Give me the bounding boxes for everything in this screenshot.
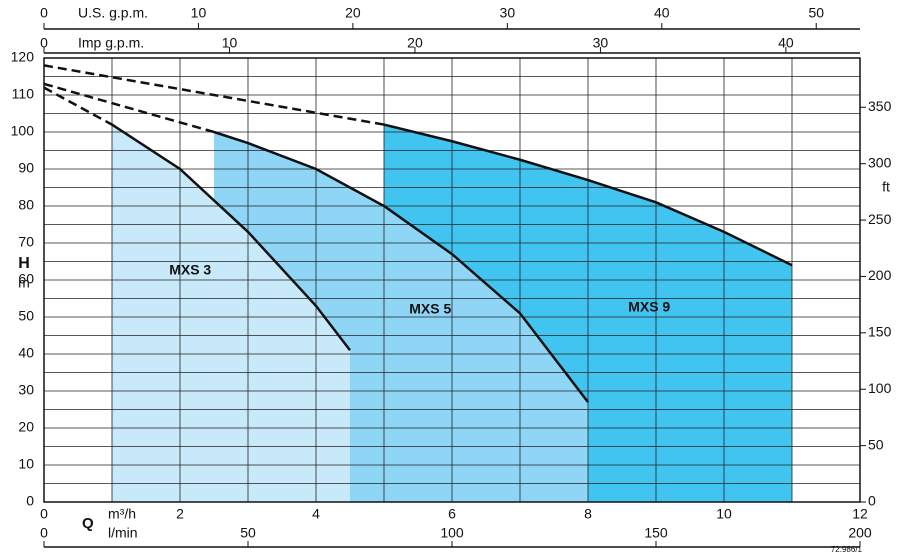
tick-label: 40 — [778, 35, 794, 51]
y2-tick-label: 300 — [868, 154, 892, 170]
y-tick-label: 60 — [18, 271, 34, 287]
tick-label: 30 — [500, 5, 516, 21]
imp-gpm-label: Imp g.p.m. — [78, 35, 144, 51]
shutoff-dash — [43, 86, 113, 126]
y-tick-label: 0 — [26, 493, 34, 509]
x-label: m³/h — [108, 506, 136, 522]
y2-tick-label: 200 — [868, 267, 892, 283]
tick-label: 150 — [644, 525, 668, 541]
tick-label: 0 — [40, 35, 48, 51]
tick-label: 200 — [848, 525, 872, 541]
series-label: MXS 5 — [409, 300, 451, 316]
x-tick-label: 12 — [852, 506, 868, 522]
series-label: MXS 9 — [628, 298, 670, 314]
tick-label: 50 — [240, 525, 256, 541]
y-tick-label: 40 — [18, 345, 34, 361]
y-tick-label: 100 — [11, 123, 35, 139]
us-gpm-label: U.S. g.p.m. — [78, 5, 148, 21]
tick-label: 10 — [191, 5, 207, 21]
curve — [213, 130, 589, 403]
tick-label: 0 — [40, 525, 48, 541]
y-label: H — [18, 255, 30, 272]
code: 72.986/1 — [831, 545, 863, 554]
x-tick-label: 8 — [584, 506, 592, 522]
y-tick-label: 120 — [11, 49, 35, 65]
y2-tick-label: 0 — [868, 493, 876, 509]
shutoff-dash — [43, 82, 215, 134]
x-tick-label: 2 — [176, 506, 184, 522]
y2-tick-label: 150 — [868, 324, 892, 340]
x-tick-label: 10 — [716, 506, 732, 522]
y2-tick-label: 100 — [868, 380, 892, 396]
y-tick-label: 80 — [18, 197, 34, 213]
curve — [111, 123, 351, 352]
y2-label: ft — [882, 179, 890, 195]
y2-tick-label: 50 — [868, 436, 884, 452]
tick-label: 0 — [40, 5, 48, 21]
y-tick-label: 50 — [18, 308, 34, 324]
y-tick-label: 10 — [18, 456, 34, 472]
tick-label: 20 — [407, 35, 423, 51]
tick-label: 40 — [654, 5, 670, 21]
y-tick-label: 90 — [18, 160, 34, 176]
y-tick-label: 110 — [12, 86, 35, 102]
plot-frame — [43, 57, 861, 503]
curve — [383, 123, 793, 267]
tick-label: 20 — [345, 5, 361, 21]
y2-tick-label: 250 — [868, 211, 892, 227]
y-tick-label: 70 — [18, 234, 34, 250]
y-tick-label: 30 — [18, 382, 34, 398]
x2-label: l/min — [108, 525, 138, 541]
tick-label: 30 — [593, 35, 609, 51]
shutoff-dash — [43, 64, 385, 126]
tick-label: 10 — [222, 35, 238, 51]
series-label: MXS 3 — [169, 261, 211, 277]
tick-label: 100 — [440, 525, 464, 541]
y2-tick-label: 350 — [868, 98, 892, 114]
x-tick-label: 4 — [312, 506, 320, 522]
q-symbol: Q — [82, 515, 94, 532]
y-tick-label: 20 — [18, 419, 34, 435]
x-tick-label: 6 — [448, 506, 456, 522]
y-unit: m — [18, 275, 30, 291]
area — [112, 124, 350, 502]
x-tick-label: 0 — [40, 506, 48, 522]
tick-label: 50 — [808, 5, 824, 21]
